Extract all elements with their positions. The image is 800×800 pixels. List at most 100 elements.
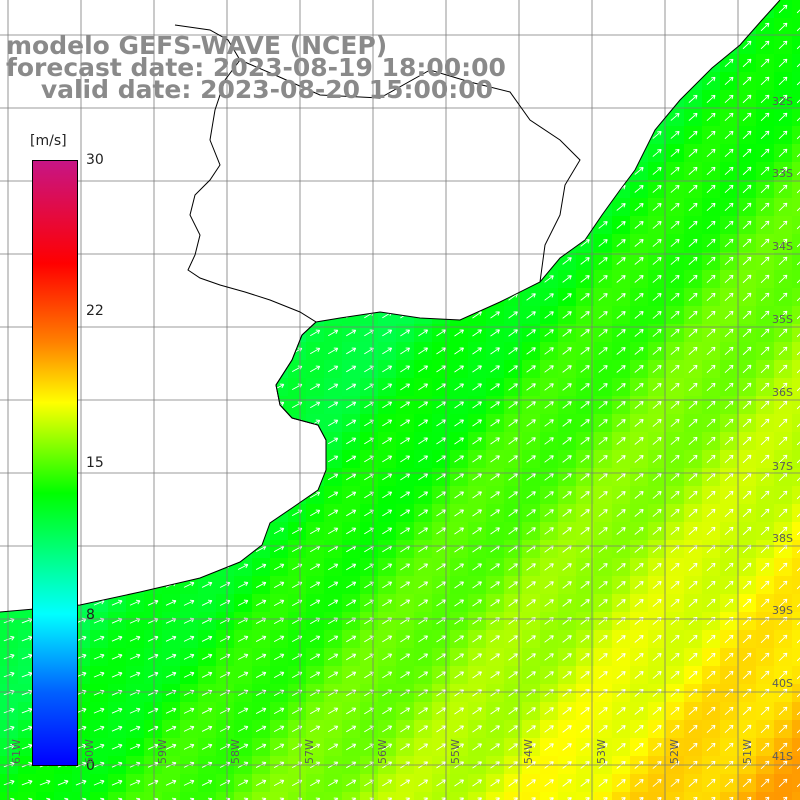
wind-arrow — [508, 635, 518, 643]
wind-cell — [702, 702, 721, 721]
wind-arrow — [237, 401, 249, 408]
wind-cell — [360, 576, 379, 595]
wind-cell — [504, 540, 523, 559]
wind-cell — [630, 432, 649, 451]
wind-cell — [288, 450, 307, 469]
wind-arrow — [526, 365, 536, 373]
wind-cell — [486, 108, 505, 127]
wind-arrow — [255, 473, 267, 480]
wind-arrow — [129, 563, 141, 570]
wind-cell — [414, 234, 433, 253]
wind-cell — [720, 594, 739, 613]
wind-cell — [450, 522, 469, 541]
wind-arrow — [544, 149, 554, 157]
wind-cell — [360, 360, 379, 379]
wind-arrow — [111, 437, 123, 444]
wind-arrow — [490, 185, 500, 193]
wind-arrow — [436, 581, 446, 589]
wind-cell — [378, 792, 397, 800]
wind-arrow — [364, 23, 375, 31]
wind-cell — [540, 450, 559, 469]
wind-cell — [468, 360, 487, 379]
wind-arrow — [544, 113, 554, 121]
wind-cell — [432, 558, 451, 577]
wind-cell — [648, 288, 667, 307]
wind-arrow — [598, 23, 608, 31]
wind-arrow — [165, 365, 177, 372]
wind-cell — [234, 234, 253, 253]
wind-arrow — [652, 599, 662, 607]
wind-cell — [234, 648, 253, 667]
wind-arrow — [634, 725, 644, 733]
wind-arrow — [706, 256, 716, 266]
wind-cell — [792, 288, 800, 307]
wind-arrow — [219, 203, 231, 210]
wind-arrow — [418, 293, 429, 301]
wind-arrow — [472, 113, 482, 121]
wind-cell — [216, 432, 235, 451]
wind-cell — [468, 576, 487, 595]
wind-arrow — [688, 94, 698, 103]
wind-cell — [558, 720, 577, 739]
wind-arrow — [454, 419, 464, 427]
wind-arrow — [454, 131, 464, 139]
wind-cell — [234, 738, 253, 757]
wind-arrow — [544, 221, 554, 229]
wind-arrow — [544, 581, 554, 589]
wind-arrow — [598, 275, 608, 283]
wind-cell — [486, 702, 505, 721]
wind-arrow — [400, 419, 411, 427]
wind-arrow — [652, 293, 662, 301]
wind-arrow — [165, 779, 177, 786]
wind-cell — [486, 576, 505, 595]
wind-cell — [558, 360, 577, 379]
wind-cell — [288, 612, 307, 631]
wind-cell — [774, 738, 793, 757]
wind-cell — [72, 108, 91, 127]
wind-arrow — [652, 311, 662, 319]
wind-arrow — [760, 274, 770, 284]
wind-arrow — [616, 77, 626, 85]
wind-cell — [234, 342, 253, 361]
wind-cell — [792, 720, 800, 739]
wind-cell — [558, 18, 577, 37]
wind-cell — [702, 162, 721, 181]
wind-arrow — [670, 706, 680, 715]
wind-arrow — [21, 545, 33, 552]
wind-cell — [540, 162, 559, 181]
wind-arrow — [418, 149, 429, 157]
wind-cell — [792, 306, 800, 325]
wind-arrow — [418, 563, 429, 571]
wind-cell — [558, 576, 577, 595]
wind-cell — [504, 486, 523, 505]
wind-arrow — [21, 455, 33, 462]
wind-arrow — [418, 275, 429, 283]
wind-cell — [702, 180, 721, 199]
wind-arrow — [580, 671, 590, 679]
wind-arrow — [93, 257, 105, 264]
wind-arrow — [219, 221, 231, 228]
wind-arrow — [778, 58, 788, 68]
wind-arrow — [616, 599, 626, 607]
wind-arrow — [472, 131, 482, 139]
wind-arrow — [508, 455, 518, 463]
wind-arrow — [309, 725, 321, 733]
wind-cell — [270, 630, 289, 649]
wind-cell — [252, 360, 271, 379]
wind-cell — [702, 324, 721, 343]
wind-cell — [144, 774, 163, 793]
wind-arrow — [724, 346, 734, 356]
wind-cell — [684, 144, 703, 163]
wind-cell — [504, 432, 523, 451]
wind-cell — [0, 108, 19, 127]
wind-arrow — [309, 707, 321, 715]
wind-cell — [288, 558, 307, 577]
wind-cell — [558, 558, 577, 577]
wind-cell — [522, 612, 541, 631]
wind-cell — [540, 522, 559, 541]
wind-cell — [612, 54, 631, 73]
wind-cell — [720, 738, 739, 757]
wind-cell — [360, 702, 379, 721]
wind-cell — [36, 774, 55, 793]
wind-cell — [162, 540, 181, 559]
